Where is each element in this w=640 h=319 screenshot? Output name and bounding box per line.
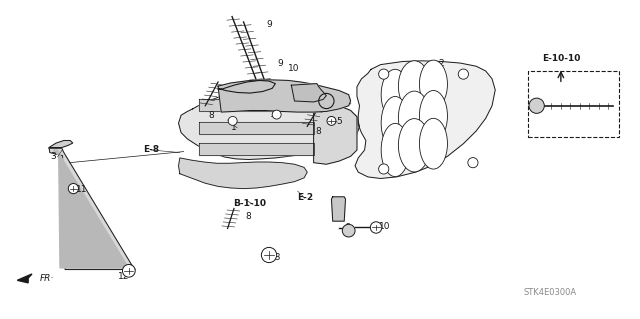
- Polygon shape: [179, 88, 360, 160]
- Polygon shape: [199, 122, 314, 134]
- Ellipse shape: [381, 123, 409, 177]
- Ellipse shape: [419, 60, 447, 108]
- Polygon shape: [49, 141, 73, 147]
- Text: 3: 3: [51, 152, 56, 161]
- Circle shape: [468, 158, 478, 168]
- Ellipse shape: [419, 118, 447, 169]
- Text: 10: 10: [379, 222, 390, 231]
- Ellipse shape: [381, 96, 409, 150]
- Polygon shape: [199, 143, 314, 155]
- Circle shape: [68, 183, 79, 194]
- Text: 8: 8: [316, 127, 322, 136]
- Circle shape: [379, 164, 389, 174]
- Polygon shape: [291, 84, 326, 102]
- Text: 7: 7: [334, 206, 340, 215]
- Text: 4: 4: [346, 98, 351, 107]
- Circle shape: [272, 110, 281, 119]
- Polygon shape: [179, 158, 307, 189]
- Polygon shape: [332, 197, 346, 221]
- Text: 11: 11: [269, 110, 281, 119]
- Text: 9: 9: [278, 59, 284, 68]
- Text: 2: 2: [438, 59, 444, 68]
- Text: STK4E0300A: STK4E0300A: [524, 288, 577, 297]
- Ellipse shape: [381, 69, 409, 120]
- Text: FR·: FR·: [40, 274, 54, 283]
- Text: E-8: E-8: [143, 145, 159, 154]
- Circle shape: [261, 248, 276, 263]
- Polygon shape: [218, 80, 351, 112]
- Text: B-1-10: B-1-10: [234, 199, 266, 208]
- Polygon shape: [355, 61, 495, 178]
- Circle shape: [122, 264, 135, 277]
- Polygon shape: [49, 148, 135, 270]
- Polygon shape: [17, 274, 32, 283]
- Text: 8: 8: [245, 212, 251, 221]
- Circle shape: [379, 69, 389, 79]
- Circle shape: [458, 69, 468, 79]
- Text: 1: 1: [231, 123, 237, 132]
- Text: E-10-10: E-10-10: [541, 55, 580, 63]
- Circle shape: [228, 116, 237, 125]
- Text: 6: 6: [344, 223, 349, 232]
- Circle shape: [319, 93, 334, 108]
- Text: 9: 9: [266, 20, 272, 29]
- Polygon shape: [314, 96, 357, 164]
- Polygon shape: [218, 80, 275, 93]
- Polygon shape: [199, 100, 314, 111]
- Ellipse shape: [398, 119, 430, 172]
- Text: 13: 13: [269, 253, 281, 262]
- Ellipse shape: [398, 91, 430, 145]
- Polygon shape: [54, 150, 130, 268]
- Ellipse shape: [419, 91, 447, 141]
- Text: 8: 8: [209, 111, 214, 120]
- Text: 5: 5: [336, 117, 342, 126]
- Bar: [529, 71, 620, 137]
- Circle shape: [342, 224, 355, 237]
- Text: 11: 11: [76, 185, 88, 194]
- Circle shape: [371, 222, 382, 233]
- Circle shape: [327, 116, 336, 125]
- Ellipse shape: [398, 61, 430, 112]
- Text: E-2: E-2: [297, 193, 313, 202]
- Text: 12: 12: [118, 272, 129, 281]
- Text: 10: 10: [287, 64, 299, 73]
- Circle shape: [529, 98, 544, 113]
